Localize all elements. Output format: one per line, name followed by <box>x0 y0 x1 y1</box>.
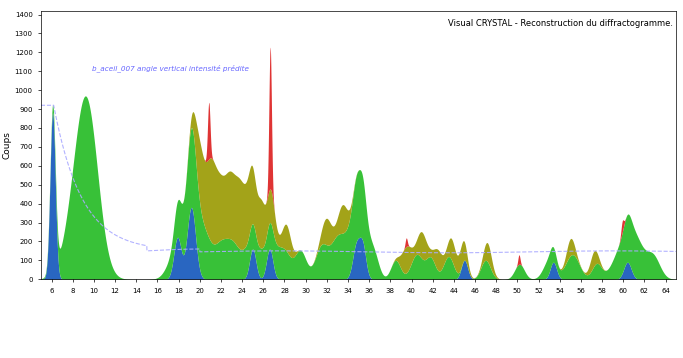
Text: b_aceil_007 angle vertical intensité prédite: b_aceil_007 angle vertical intensité pré… <box>92 64 249 72</box>
Y-axis label: Coups: Coups <box>3 131 12 159</box>
Text: Visual CRYSTAL - Reconstruction du diffractogramme.: Visual CRYSTAL - Reconstruction du diffr… <box>448 19 673 28</box>
